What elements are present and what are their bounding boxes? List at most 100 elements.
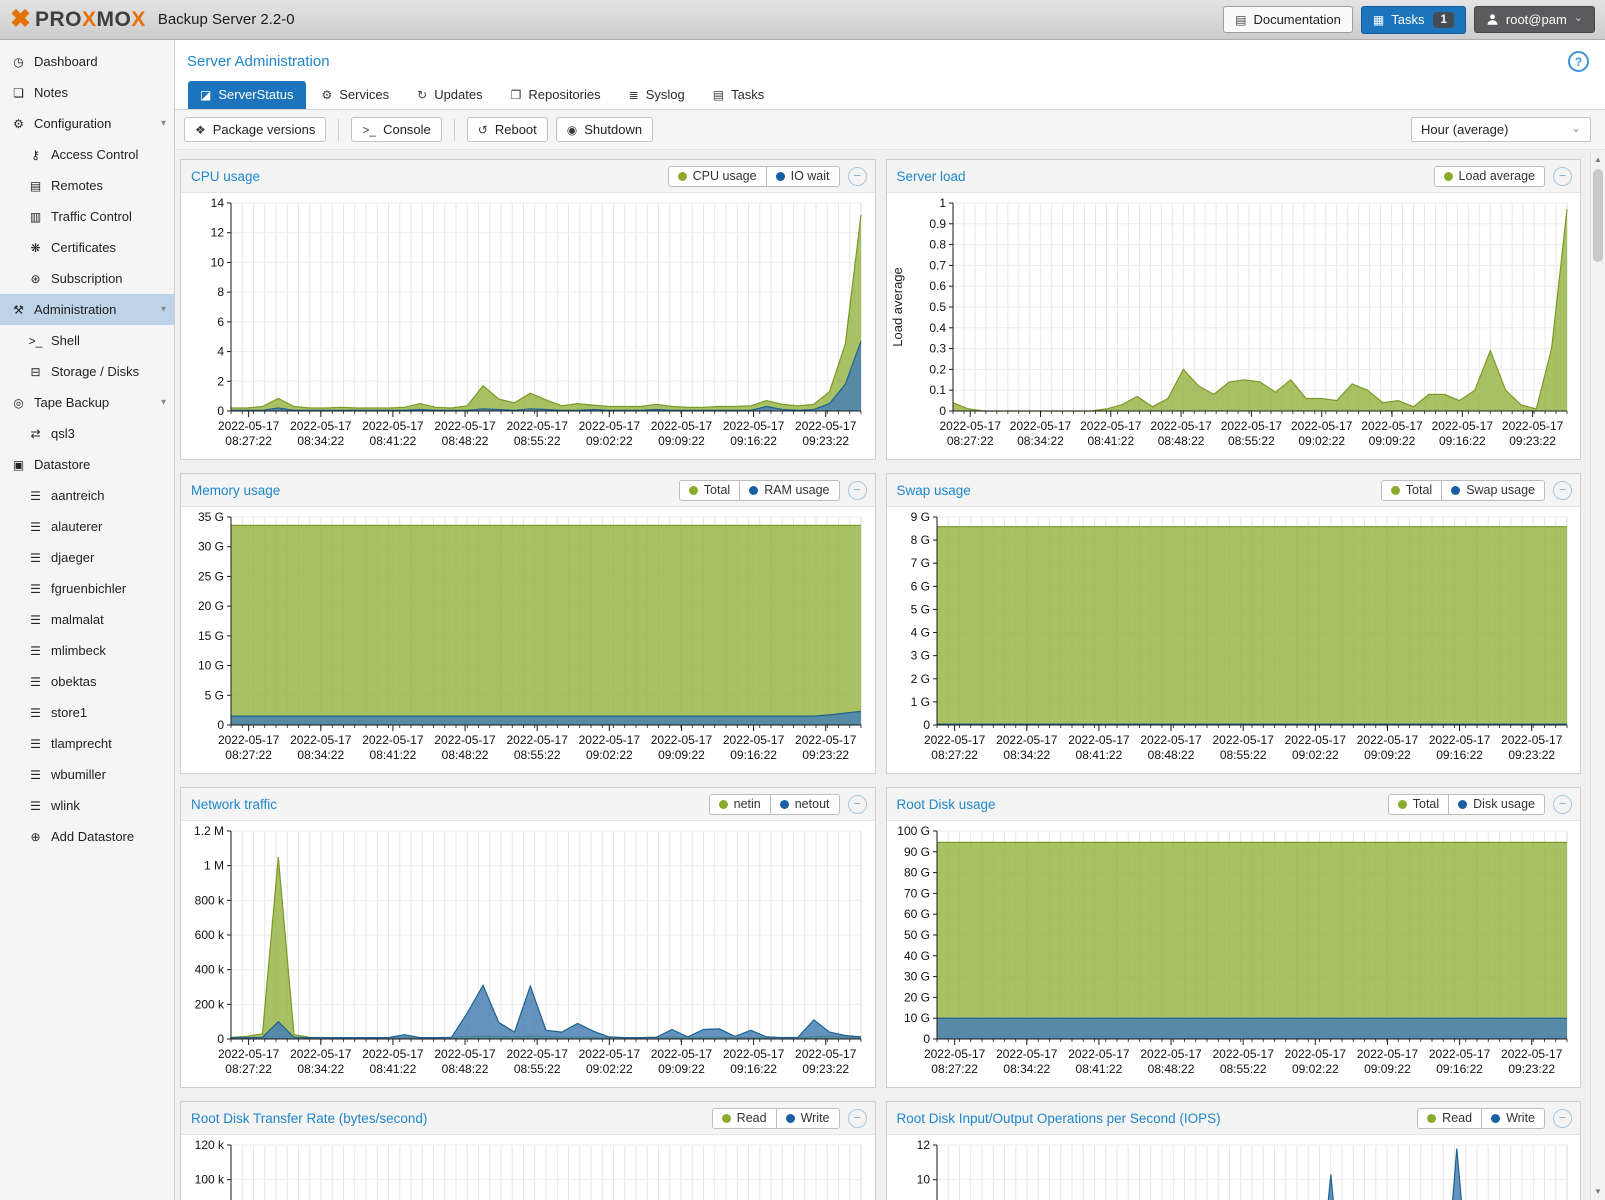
sidebar-item-dashboard[interactable]: ◷ Dashboard bbox=[0, 46, 174, 77]
console-button[interactable]: >_ Console bbox=[351, 117, 442, 142]
scroll-down-arrow-icon[interactable]: ▼ bbox=[1594, 1187, 1602, 1196]
collapse-panel-icon[interactable]: − bbox=[847, 1108, 867, 1128]
legend-total-button[interactable]: Total bbox=[1387, 793, 1450, 815]
sidebar-item-djaeger[interactable]: ☰ djaeger bbox=[0, 542, 174, 573]
svg-text:80 G: 80 G bbox=[903, 866, 929, 880]
sidebar-item-datastore[interactable]: ▣ Datastore bbox=[0, 449, 174, 480]
legend-write-button[interactable]: Write bbox=[1481, 1107, 1545, 1129]
svg-text:2022-05-17: 2022-05-17 bbox=[651, 733, 713, 747]
tab-serverstatus[interactable]: ◪ ServerStatus bbox=[188, 81, 306, 109]
sidebar-item-wbumiller[interactable]: ☰ wbumiller bbox=[0, 759, 174, 790]
legend-total-button[interactable]: Total bbox=[1380, 479, 1443, 501]
svg-text:2022-05-17: 2022-05-17 bbox=[506, 419, 568, 433]
sidebar-item-shell[interactable]: >_ Shell bbox=[0, 325, 174, 356]
sidebar-item-remotes[interactable]: ▤ Remotes bbox=[0, 170, 174, 201]
sidebar-item-notes[interactable]: ❏ Notes bbox=[0, 77, 174, 108]
sidebar-item-access-control[interactable]: ⚷ Access Control bbox=[0, 139, 174, 170]
sidebar-item-mlimbeck[interactable]: ☰ mlimbeck bbox=[0, 635, 174, 666]
sidebar-item-configuration[interactable]: ⚙ Configuration ▾ bbox=[0, 108, 174, 139]
svg-text:0: 0 bbox=[217, 404, 224, 418]
documentation-button[interactable]: ▤ Documentation bbox=[1223, 6, 1353, 33]
sidebar-item-certificates[interactable]: ❋ Certificates bbox=[0, 232, 174, 263]
chart-legend: Load average bbox=[1433, 165, 1545, 187]
collapse-panel-icon[interactable]: − bbox=[1553, 480, 1572, 500]
help-icon[interactable]: ? bbox=[1568, 51, 1589, 72]
sidebar-item-label: wlink bbox=[51, 798, 80, 813]
tab-tasks[interactable]: ▤ Tasks bbox=[701, 81, 777, 109]
sidebar-item-malmalat[interactable]: ☰ malmalat bbox=[0, 604, 174, 635]
legend-dot-icon bbox=[1491, 1113, 1501, 1123]
chart-panel-swap-usage: Swap usage Total Swap usage − 0 1 G 2 G 3 G 4 G 5… bbox=[885, 473, 1581, 774]
chart-title: CPU usage bbox=[191, 168, 261, 184]
sidebar-item-wlink[interactable]: ☰ wlink bbox=[0, 790, 174, 821]
legend-disk-usage-button[interactable]: Disk usage bbox=[1448, 793, 1545, 815]
scroll-up-arrow-icon[interactable]: ▲ bbox=[1594, 155, 1602, 164]
scrollbar-thumb[interactable] bbox=[1593, 169, 1603, 262]
toolbar-divider bbox=[338, 118, 340, 141]
collapse-panel-icon[interactable]: − bbox=[1553, 794, 1572, 814]
sidebar-item-tlamprecht[interactable]: ☰ tlamprecht bbox=[0, 728, 174, 759]
package-versions-button[interactable]: ❖ Package versions bbox=[184, 117, 327, 142]
tab-syslog[interactable]: ≣ Syslog bbox=[617, 81, 697, 109]
time-range-dropdown[interactable]: Hour (average) ⌄ bbox=[1411, 117, 1591, 142]
shutdown-button[interactable]: ◉ Shutdown bbox=[555, 117, 654, 142]
svg-text:2022-05-17: 2022-05-17 bbox=[434, 733, 496, 747]
svg-text:2022-05-17: 2022-05-17 bbox=[1212, 1047, 1274, 1061]
legend-dot-icon bbox=[785, 1113, 795, 1123]
sidebar-item-tape-backup[interactable]: ◎ Tape Backup ▾ bbox=[0, 387, 174, 418]
svg-text:0.3: 0.3 bbox=[929, 342, 946, 356]
store1-icon: ☰ bbox=[30, 705, 41, 720]
chart-legend: netin netout bbox=[708, 793, 840, 815]
svg-text:3 G: 3 G bbox=[910, 649, 929, 663]
dashboard-icon: ◷ bbox=[13, 54, 24, 69]
legend-dot-icon bbox=[1390, 485, 1400, 495]
svg-text:09:09:22: 09:09:22 bbox=[1364, 1062, 1411, 1076]
sidebar-item-label: tlamprecht bbox=[51, 736, 112, 751]
tab-label: Services bbox=[339, 87, 390, 102]
sidebar-item-subscription[interactable]: ⊛ Subscription bbox=[0, 263, 174, 294]
serverstatus-icon: ◪ bbox=[200, 87, 212, 102]
sidebar-item-alauterer[interactable]: ☰ alauterer bbox=[0, 511, 174, 542]
sidebar-item-fgruenbichler[interactable]: ☰ fgruenbichler bbox=[0, 573, 174, 604]
tasks-button[interactable]: ▦ Tasks 1 bbox=[1360, 5, 1466, 34]
collapse-panel-icon[interactable]: − bbox=[847, 794, 867, 814]
svg-text:08:55:22: 08:55:22 bbox=[1228, 434, 1275, 448]
svg-text:2022-05-17: 2022-05-17 bbox=[795, 733, 857, 747]
legend-cpu-usage-button[interactable]: CPU usage bbox=[667, 165, 767, 187]
legend-netout-button[interactable]: netout bbox=[769, 793, 840, 815]
legend-ram-usage-button[interactable]: RAM usage bbox=[739, 479, 840, 501]
collapse-arrow-icon[interactable]: ▾ bbox=[160, 304, 166, 315]
collapse-arrow-icon[interactable]: ▾ bbox=[160, 397, 166, 408]
reboot-button[interactable]: ↺ Reboot bbox=[466, 117, 548, 142]
legend-swap-usage-button[interactable]: Swap usage bbox=[1441, 479, 1545, 501]
svg-text:09:16:22: 09:16:22 bbox=[1436, 1062, 1483, 1076]
sidebar-item-obektas[interactable]: ☰ obektas bbox=[0, 666, 174, 697]
vertical-scrollbar[interactable]: ▲ ▼ bbox=[1590, 152, 1605, 1200]
sidebar-item-traffic-control[interactable]: ▥ Traffic Control bbox=[0, 201, 174, 232]
sidebar-item-qsl3[interactable]: ⇄ qsl3 bbox=[0, 418, 174, 449]
legend-netin-button[interactable]: netin bbox=[708, 793, 771, 815]
sidebar-item-store1[interactable]: ☰ store1 bbox=[0, 697, 174, 728]
collapse-panel-icon[interactable]: − bbox=[1553, 166, 1572, 186]
sidebar-item-administration[interactable]: ⚒ Administration ▾ bbox=[0, 294, 174, 325]
sidebar-item-aantreich[interactable]: ☰ aantreich bbox=[0, 480, 174, 511]
tab-updates[interactable]: ↻ Updates bbox=[405, 81, 494, 109]
chart-panel-root-disk-usage: Root Disk usage Total Disk usage − 0 10 G 20 G… bbox=[885, 787, 1581, 1088]
collapse-arrow-icon[interactable]: ▾ bbox=[160, 118, 166, 129]
legend-total-button[interactable]: Total bbox=[678, 479, 741, 501]
collapse-panel-icon[interactable]: − bbox=[847, 480, 867, 500]
proxmox-wordmark: PROXMOX bbox=[34, 7, 146, 31]
legend-load-average-button[interactable]: Load average bbox=[1433, 165, 1545, 187]
tab-services[interactable]: ⚙ Services bbox=[310, 81, 402, 109]
legend-read-button[interactable]: Read bbox=[1417, 1107, 1483, 1129]
legend-read-button[interactable]: Read bbox=[711, 1107, 777, 1129]
legend-dot-icon bbox=[779, 799, 789, 809]
legend-io-wait-button[interactable]: IO wait bbox=[765, 165, 840, 187]
sidebar-item-add-datastore[interactable]: ⊕ Add Datastore bbox=[0, 821, 174, 852]
user-menu-button[interactable]: root@pam ⌄ bbox=[1473, 6, 1595, 33]
collapse-panel-icon[interactable]: − bbox=[847, 166, 867, 186]
legend-write-button[interactable]: Write bbox=[775, 1107, 840, 1129]
tab-repositories[interactable]: ❐ Repositories bbox=[499, 81, 613, 109]
collapse-panel-icon[interactable]: − bbox=[1553, 1108, 1572, 1128]
sidebar-item-storage-disks[interactable]: ⊟ Storage / Disks bbox=[0, 356, 174, 387]
